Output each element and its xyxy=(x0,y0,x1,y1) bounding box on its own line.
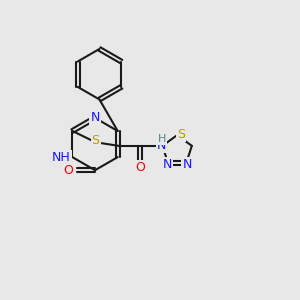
Text: NH: NH xyxy=(52,151,71,164)
Text: N: N xyxy=(157,139,166,152)
Text: N: N xyxy=(182,158,192,170)
Text: S: S xyxy=(92,134,100,147)
Text: N: N xyxy=(90,111,100,124)
Text: O: O xyxy=(64,164,74,177)
Text: S: S xyxy=(177,128,185,141)
Text: H: H xyxy=(158,134,166,144)
Text: N: N xyxy=(163,158,172,170)
Text: O: O xyxy=(135,161,145,174)
